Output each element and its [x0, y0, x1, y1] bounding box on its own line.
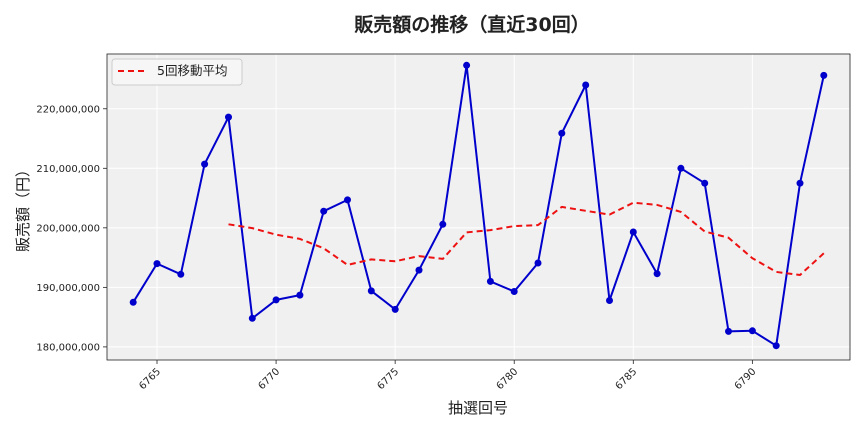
- y-tick-label: 190,000,000: [36, 283, 100, 294]
- plot-area: [107, 54, 850, 360]
- sales-point: [463, 61, 471, 69]
- plot-frame: [106, 53, 851, 361]
- grid-lines: [107, 54, 850, 360]
- sales-point: [248, 314, 256, 322]
- x-tick-label: 6785: [614, 366, 640, 392]
- sales-point: [415, 266, 423, 274]
- sales-point: [653, 270, 661, 278]
- sales-point: [701, 179, 709, 187]
- sales-line: [132, 64, 825, 347]
- sales-point: [725, 327, 732, 335]
- x-tick-label: 6780: [495, 366, 521, 392]
- sales-point: [367, 287, 375, 295]
- x-axis-label: 抽選回号: [448, 399, 508, 417]
- x-tick-label: 6790: [733, 366, 759, 392]
- sales-point: [391, 305, 399, 313]
- x-tick-label: 6770: [256, 366, 282, 392]
- y-tick-label: 200,000,000: [36, 223, 100, 234]
- y-axis-ticks: 180,000,000 190,000,000 200,000,000 210,000…: [36, 104, 107, 353]
- y-axis-label: 販売額（円）: [14, 162, 32, 252]
- sales-point: [558, 129, 566, 137]
- series-layer: [129, 61, 828, 350]
- sales-point: [320, 207, 328, 215]
- x-tick-label: 6765: [137, 366, 163, 392]
- y-tick-label: 180,000,000: [36, 342, 100, 353]
- sales-point: [439, 220, 447, 228]
- sales-point: [225, 113, 232, 121]
- sales-point: [796, 179, 804, 187]
- sales-point: [201, 160, 209, 168]
- sales-point: [629, 228, 637, 236]
- sales-point: [344, 196, 351, 204]
- sales-point: [606, 297, 613, 304]
- sales-point: [820, 71, 828, 79]
- chart-title: 販売額の推移（直近30回）: [354, 13, 589, 36]
- sales-point: [748, 327, 756, 335]
- x-axis-ticks: 6765 6770 6775 6780 6785 6790: [137, 360, 758, 392]
- y-tick-label: 220,000,000: [36, 104, 100, 115]
- sales-point: [486, 277, 494, 285]
- sales-point: [582, 81, 590, 89]
- x-tick-label: 6775: [375, 366, 401, 392]
- legend: 5回移動平均: [111, 58, 243, 86]
- moving-average-line: [228, 201, 825, 276]
- sales-point: [677, 164, 685, 172]
- legend-label-moving-average: 5回移動平均: [157, 63, 227, 78]
- legend-box: [111, 58, 243, 86]
- y-tick-label: 210,000,000: [36, 164, 100, 175]
- sales-point: [177, 270, 185, 278]
- sales-point: [534, 259, 542, 267]
- sales-point: [272, 296, 280, 304]
- sales-point: [153, 260, 161, 268]
- sales-point: [296, 291, 304, 299]
- sales-point: [129, 298, 137, 306]
- sales-point: [510, 288, 518, 295]
- sales-point: [772, 342, 780, 350]
